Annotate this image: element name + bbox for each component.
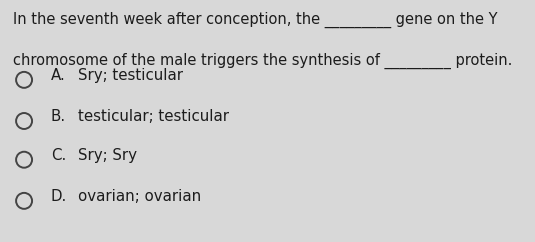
Text: B.: B. [51, 109, 66, 124]
Text: Sry; Sry: Sry; Sry [78, 148, 136, 163]
Text: chromosome of the male triggers the synthesis of _________ protein.: chromosome of the male triggers the synt… [13, 53, 513, 69]
Text: ovarian; ovarian: ovarian; ovarian [78, 189, 201, 204]
Text: testicular; testicular: testicular; testicular [78, 109, 228, 124]
Text: C.: C. [51, 148, 66, 163]
Text: A.: A. [51, 68, 66, 83]
Text: Sry; testicular: Sry; testicular [78, 68, 182, 83]
Text: D.: D. [51, 189, 67, 204]
Text: In the seventh week after conception, the _________ gene on the Y: In the seventh week after conception, th… [13, 12, 498, 28]
